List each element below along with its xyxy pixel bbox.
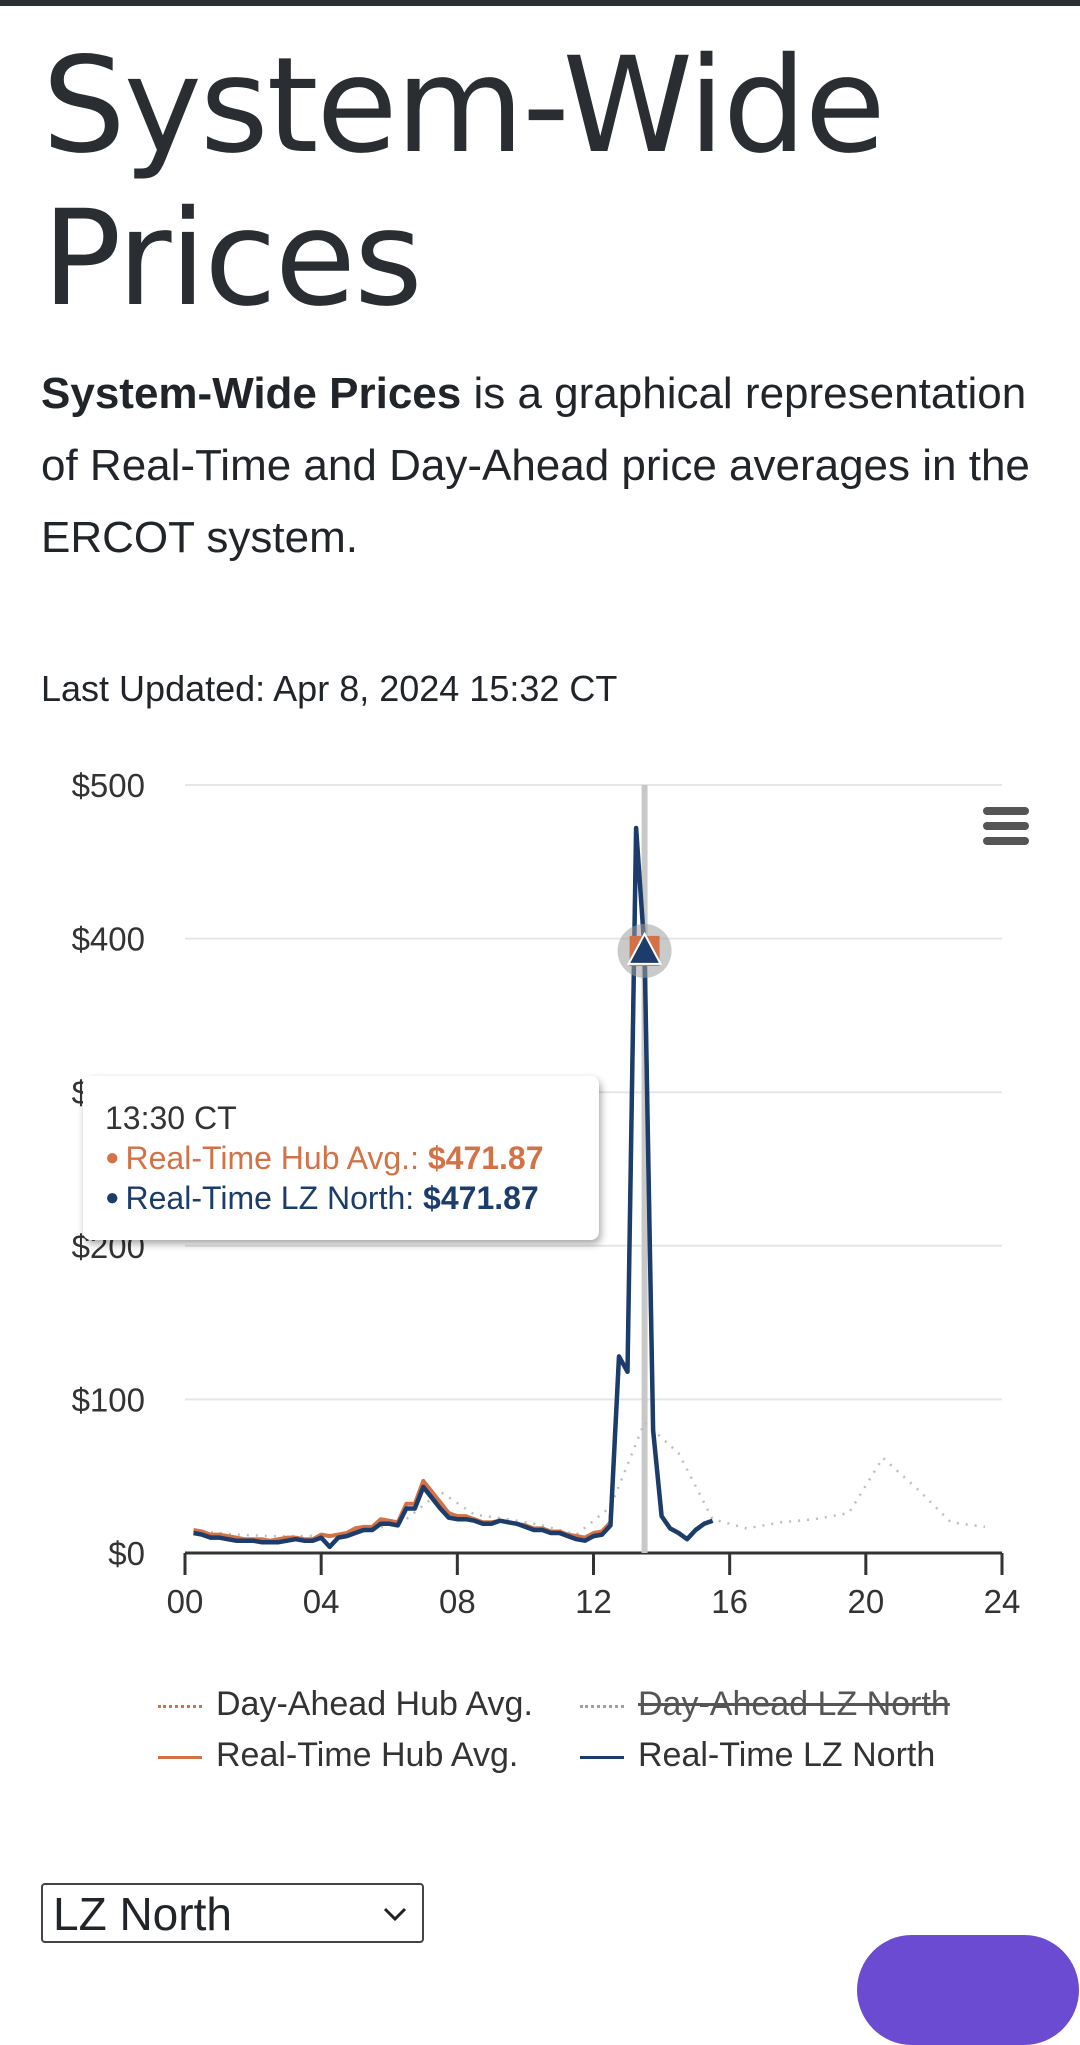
last-updated: Last Updated: Apr 8, 2024 15:32 CT bbox=[41, 668, 618, 709]
page-title: System-Wide Prices bbox=[42, 30, 1042, 336]
legend-label: Day-Ahead Hub Avg. bbox=[216, 1685, 533, 1723]
chart-series bbox=[193, 825, 986, 1550]
series-line-day-ahead-lz-north bbox=[201, 1421, 986, 1538]
legend-label: Real-Time LZ North bbox=[638, 1736, 936, 1774]
y-tick-label: $400 bbox=[72, 921, 145, 958]
x-axis-ticks: 00 04 08 12 16 20 24 bbox=[167, 1553, 1021, 1620]
intro-bold-text: System-Wide Prices bbox=[41, 369, 462, 418]
tooltip-hub-value: $471.87 bbox=[427, 1140, 544, 1176]
lz-dot-icon: ● bbox=[105, 1184, 120, 1211]
x-tick-label: 12 bbox=[575, 1583, 612, 1620]
hamburger-menu-icon[interactable] bbox=[975, 800, 1035, 850]
top-rule bbox=[0, 0, 1080, 6]
legend-label: Day-Ahead LZ North bbox=[638, 1685, 950, 1723]
tooltip-time: 13:30 CT bbox=[105, 1100, 237, 1136]
series-line-real-time-lz-north bbox=[193, 825, 714, 1550]
legend-item-day-ahead-hub[interactable]: Day-Ahead Hub Avg. bbox=[158, 1685, 533, 1724]
page-title-line1: System-Wide bbox=[42, 29, 886, 183]
legend-item-real-time-lz-north[interactable]: Real-Time LZ North bbox=[580, 1736, 935, 1775]
tooltip-hub-label: Real-Time Hub Avg.: bbox=[125, 1140, 419, 1176]
chat-button[interactable] bbox=[857, 1935, 1079, 2045]
legend-label: Real-Time Hub Avg. bbox=[216, 1736, 519, 1774]
hub-dot-icon: ● bbox=[105, 1144, 120, 1171]
intro-rest-text: is a graphical representation of Real-Ti… bbox=[41, 369, 1030, 562]
legend-item-day-ahead-lz-north[interactable]: Day-Ahead LZ North bbox=[580, 1685, 950, 1724]
page-title-line2: Prices bbox=[42, 182, 423, 336]
chart-tooltip: 13:30 CT ● Real-Time Hub Avg.: $471.87 ● R… bbox=[83, 1076, 599, 1240]
x-tick-label: 24 bbox=[984, 1583, 1021, 1620]
solid-line-icon bbox=[158, 1755, 202, 1759]
y-tick-label: $0 bbox=[108, 1535, 145, 1572]
dotted-line-icon bbox=[158, 1704, 202, 1708]
chevron-down-icon bbox=[383, 1907, 407, 1922]
y-tick-label: $500 bbox=[72, 770, 145, 804]
x-tick-label: 16 bbox=[711, 1583, 748, 1620]
tooltip-lz-row: ● Real-Time LZ North: $471.87 bbox=[105, 1178, 599, 1218]
x-tick-label: 04 bbox=[303, 1583, 340, 1620]
zone-select[interactable]: LZ North bbox=[41, 1883, 424, 1943]
tooltip-lz-value: $471.87 bbox=[423, 1180, 539, 1216]
x-tick-label: 08 bbox=[439, 1583, 476, 1620]
x-tick-label: 00 bbox=[167, 1583, 204, 1620]
solid-line-icon bbox=[580, 1755, 624, 1759]
tooltip-hub-row: ● Real-Time Hub Avg.: $471.87 bbox=[105, 1138, 599, 1178]
chart-legend: Day-Ahead Hub Avg. Day-Ahead LZ North Re… bbox=[150, 1685, 1050, 1795]
zone-select-value: LZ North bbox=[53, 1888, 232, 1940]
y-tick-label: $100 bbox=[72, 1381, 145, 1418]
legend-item-real-time-hub[interactable]: Real-Time Hub Avg. bbox=[158, 1736, 518, 1775]
lz-marker bbox=[626, 931, 663, 965]
x-tick-label: 20 bbox=[847, 1583, 884, 1620]
intro-paragraph: System-Wide Prices is a graphical repres… bbox=[41, 358, 1041, 574]
dotted-line-icon bbox=[580, 1704, 624, 1708]
hover-marker bbox=[617, 923, 672, 978]
tooltip-lz-label: Real-Time LZ North: bbox=[125, 1180, 415, 1216]
